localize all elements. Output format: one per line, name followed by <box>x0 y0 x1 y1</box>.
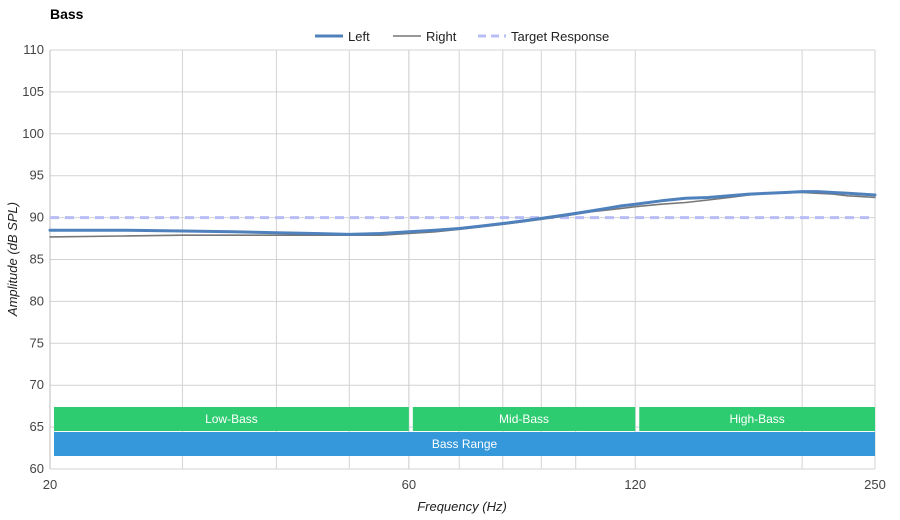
y-tick-label: 105 <box>22 84 44 99</box>
band-label: Bass Range <box>432 437 498 451</box>
band-label: Low-Bass <box>205 412 258 426</box>
band-label: Mid-Bass <box>499 412 549 426</box>
y-axis-label: Amplitude (dB SPL) <box>5 202 20 317</box>
y-tick-label: 100 <box>22 126 44 141</box>
y-tick-label: 90 <box>30 210 44 225</box>
y-tick-label: 60 <box>30 461 44 476</box>
band-low-bass <box>54 407 409 431</box>
band-label: High-Bass <box>729 412 784 426</box>
y-tick-label: 65 <box>30 419 44 434</box>
series-line-left <box>48 190 877 236</box>
y-axis-ticks: 60 65 70 75 80 85 90 95 100 105 110 <box>22 42 44 476</box>
y-tick-label: 95 <box>30 168 44 183</box>
band-mid-bass <box>412 407 636 431</box>
y-tick-label: 85 <box>30 252 44 267</box>
band-high-bass <box>639 407 875 431</box>
x-axis-ticks: 20 60 120 250 <box>43 477 886 492</box>
x-tick-label: 60 <box>402 477 416 492</box>
series-lines <box>48 190 877 238</box>
frequency-bands: Low-Bass Mid-Bass High-Bass Bass Range <box>54 407 875 456</box>
y-tick-label: 70 <box>30 377 44 392</box>
x-tick-label: 20 <box>43 477 57 492</box>
chart-title: Bass <box>50 6 84 22</box>
legend: Left Right Target Response <box>315 29 609 44</box>
y-tick-label: 110 <box>23 42 44 57</box>
x-tick-label: 250 <box>864 477 886 492</box>
y-tick-label: 75 <box>30 335 44 350</box>
gridlines <box>49 49 876 470</box>
y-tick-label: 80 <box>30 293 44 308</box>
legend-label: Left <box>348 29 370 44</box>
x-axis-label: Frequency (Hz) <box>417 499 507 514</box>
legend-label: Target Response <box>511 29 609 44</box>
x-tick-label: 120 <box>624 477 646 492</box>
band-bass-range <box>54 432 875 456</box>
legend-label: Right <box>426 29 457 44</box>
